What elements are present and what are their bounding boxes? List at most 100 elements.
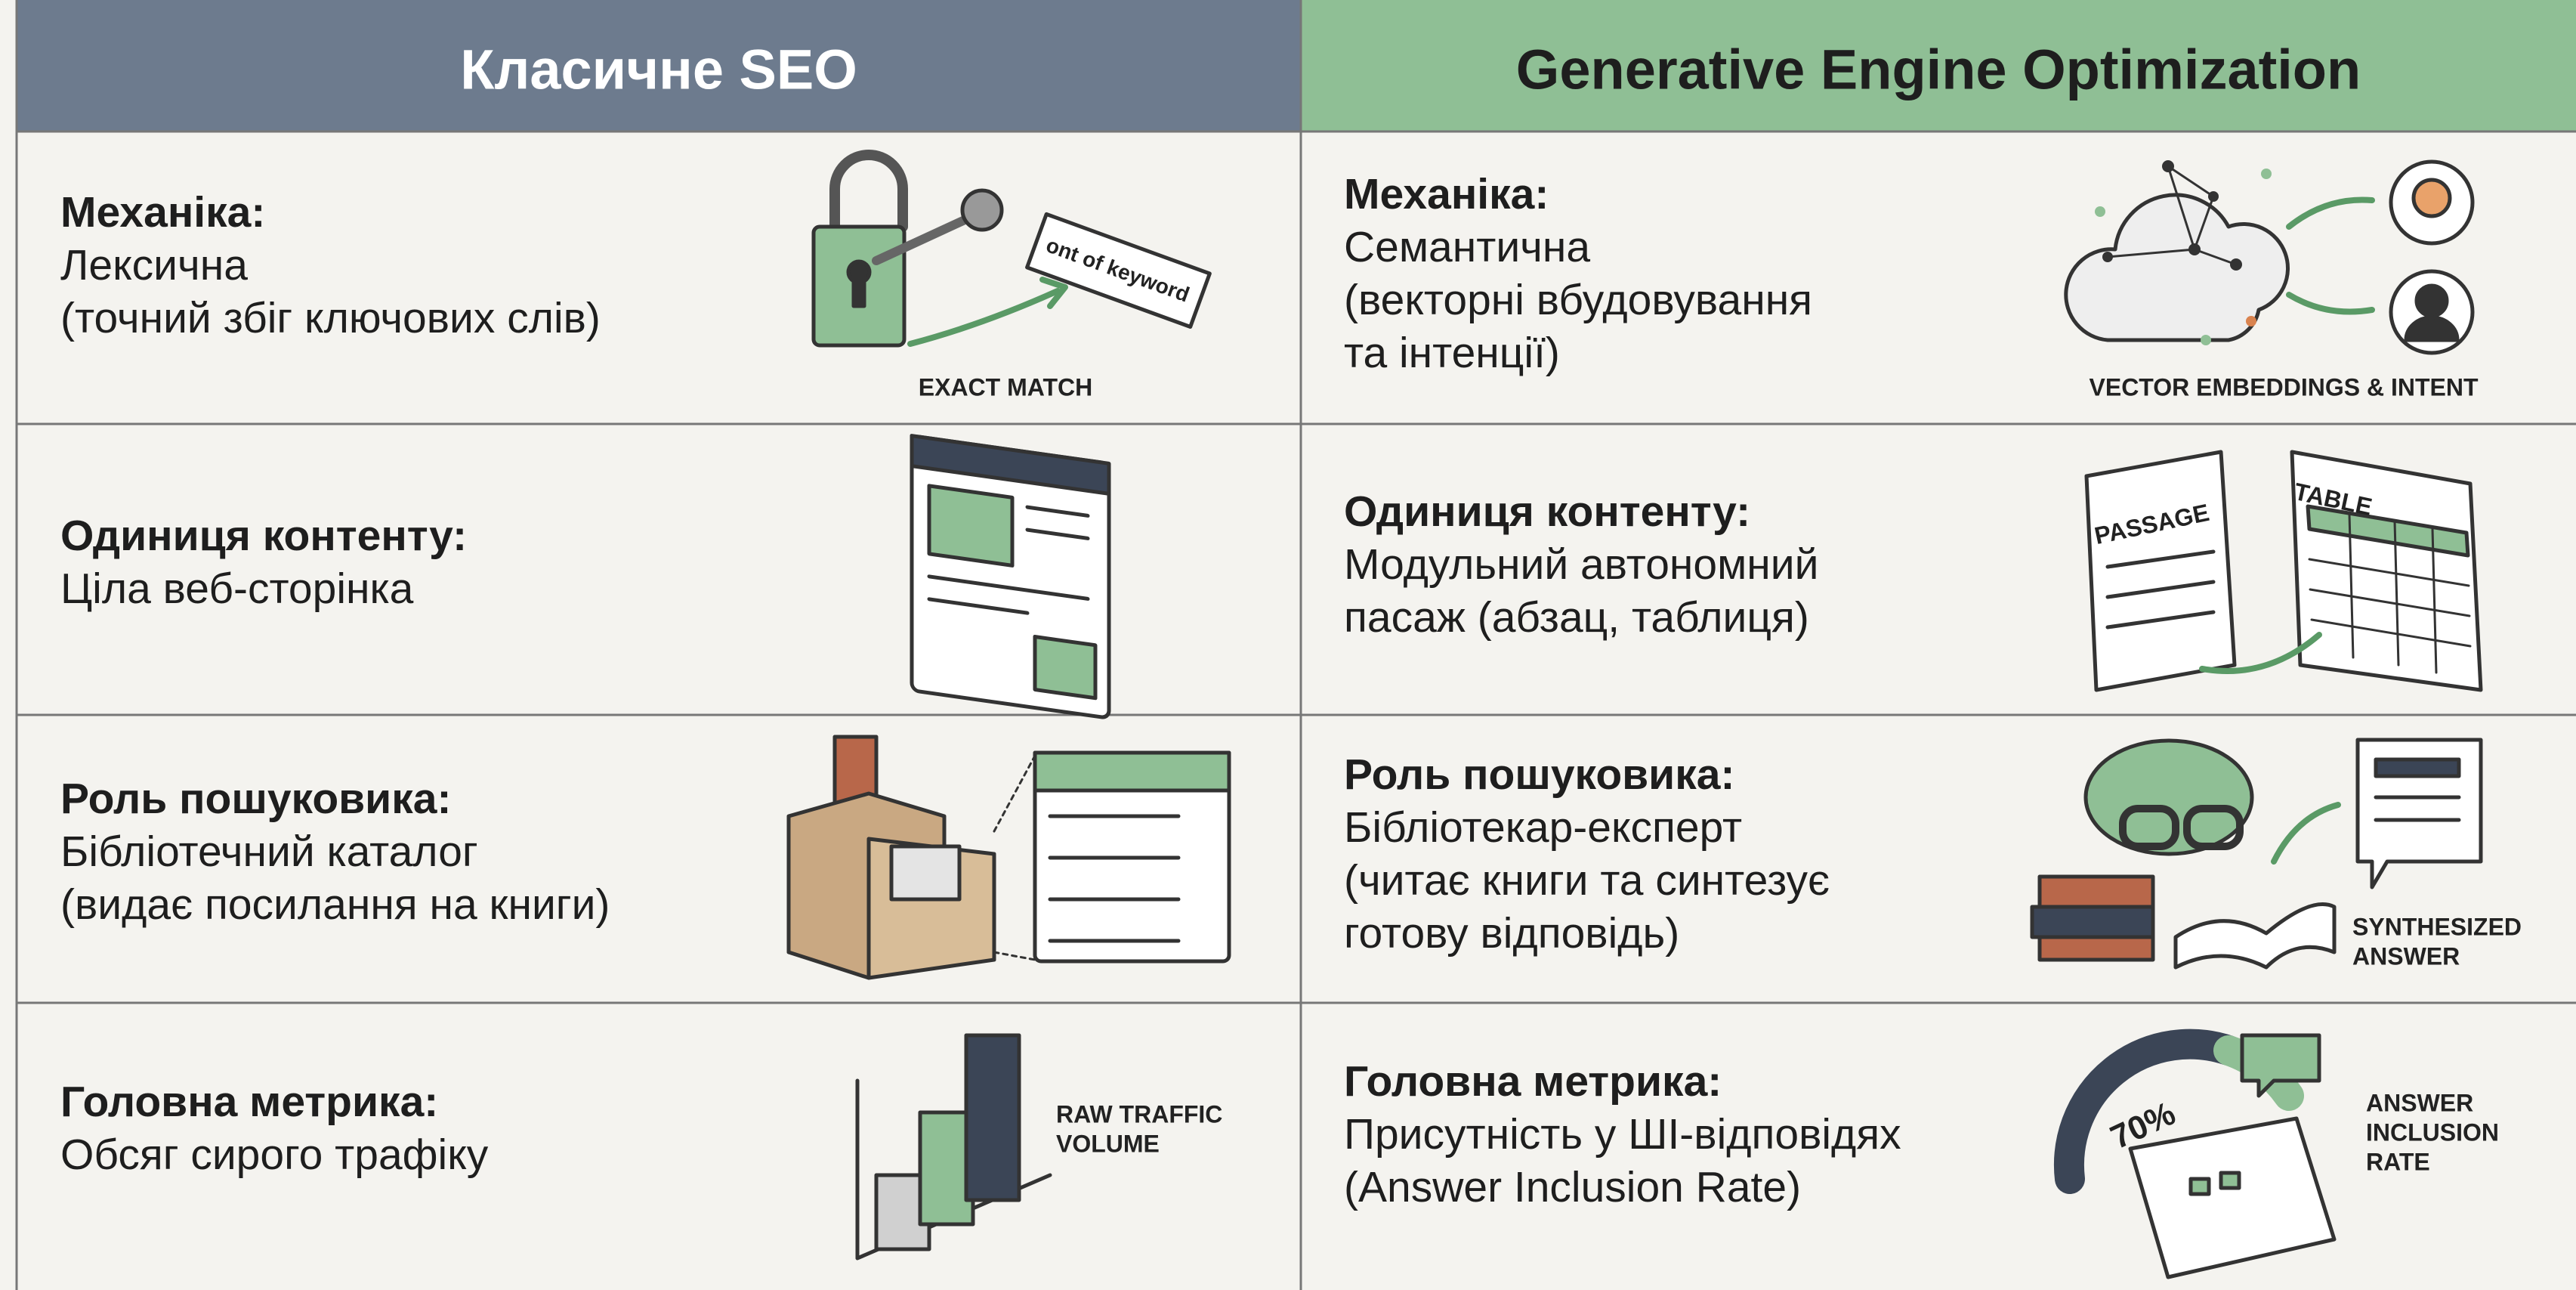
icon-librarian-part — [2119, 805, 2179, 850]
cell-label: Механіка: — [1344, 170, 1549, 218]
icon-passage-table-part — [2105, 580, 2216, 599]
icon-gauge-part — [2219, 1171, 2241, 1190]
icon-cloud-network-part — [2246, 316, 2256, 326]
icon-bar-chart-part — [964, 1033, 1021, 1202]
icon-browser-part-part — [927, 597, 1030, 615]
icon-librarian-part — [2037, 935, 2155, 962]
icon-caption: VECTOR EMBEDDINGS & INTENT — [2090, 373, 2479, 401]
icon-caption: VOLUME — [1056, 1130, 1160, 1157]
icon-cloud-network-part-part — [2261, 169, 2272, 179]
icon-lock-key — [811, 150, 1212, 348]
icon-cloud-network — [2064, 159, 2475, 355]
icon-caption: INCLUSION — [2366, 1118, 2499, 1146]
cell-text: Ціла веб-сторінка — [60, 565, 414, 613]
header-left-bg — [17, 0, 1301, 131]
icon-cloud-network-part-part — [2201, 335, 2211, 345]
icon-browser — [910, 434, 1111, 719]
icon-cloud-network-part — [2286, 292, 2375, 315]
cell-text: Бібліотекар-експерт — [1344, 803, 1742, 852]
cell-text: (читає книги та синтезує — [1344, 856, 1830, 905]
icon-passage-table-part — [2306, 504, 2470, 558]
icon-lock-key-part-part — [1025, 212, 1212, 329]
cell-text: готову відповідь) — [1344, 909, 1679, 957]
icon-gauge-part — [2053, 1029, 2244, 1194]
cell-label: Одиниця контенту: — [60, 512, 467, 560]
cell-label: Роль пошуковика: — [60, 775, 451, 823]
icon-card-catalog-part — [889, 844, 962, 902]
icon-librarian-part — [2030, 905, 2155, 939]
icon-caption: ANSWER — [2366, 1089, 2473, 1116]
icon-cloud-network-part — [2095, 169, 2272, 345]
icon-browser-part-part — [927, 574, 1090, 601]
icon-caption: RAW TRAFFIC — [1056, 1100, 1222, 1128]
icon-browser-part-part — [1025, 527, 1090, 540]
cell-label: Головна метрика: — [60, 1078, 438, 1126]
icon-librarian-part — [2173, 902, 2337, 970]
icon-librarian — [2030, 738, 2483, 970]
icon-browser-part-part — [1033, 635, 1098, 701]
icon-cloud-network-part — [2411, 178, 2452, 218]
icon-passage-table-part — [2308, 512, 2472, 674]
icon-lock-key-part — [1039, 277, 1068, 309]
icon-cloud-network-part — [2064, 193, 2290, 342]
icon-card-catalog-part — [1033, 750, 1231, 793]
icon-lock-key-part — [872, 211, 979, 265]
icon-cloud-network-part — [2106, 165, 2238, 266]
cell-text: (векторні вбудовування — [1344, 276, 1812, 324]
icon-lock-key-part — [960, 188, 1004, 232]
cell-text: (видає посилання на книги) — [60, 880, 610, 929]
icon-caption: ANSWER — [2352, 942, 2460, 970]
icon-gauge-part — [2240, 1033, 2321, 1098]
icon-browser-part-part — [910, 434, 1111, 496]
cell-text: Бібліотечний каталог — [60, 828, 478, 876]
icon-caption: SYNTHESIZED — [2352, 913, 2522, 940]
icon-librarian-part — [2271, 802, 2341, 865]
cell-text: Модульний автономний — [1344, 540, 1818, 589]
cell-label: Роль пошуковика: — [1344, 750, 1734, 799]
icon-passage-table — [2084, 450, 2483, 692]
icon-librarian-part — [2374, 757, 2461, 778]
icon-passage-table-part — [2199, 632, 2322, 674]
icon-browser-part — [910, 434, 1111, 701]
icon-passage-table-part — [2084, 450, 2237, 692]
grid — [15, 0, 2576, 1290]
header-right: Generative Engine Optimization — [1516, 39, 2361, 101]
icon-lock-key-part — [1025, 212, 1212, 329]
cell-text: та інтенції) — [1344, 329, 1560, 377]
icon-card-catalog — [786, 735, 1231, 980]
icon-gauge-part — [2188, 1177, 2211, 1196]
icon-lock-key-part — [907, 288, 1061, 347]
icon-gauge-part — [2128, 1116, 2337, 1279]
cell-text: (точний збіг ключових слів) — [60, 294, 601, 342]
icon-browser-part-part — [1025, 505, 1090, 518]
icon-card-catalog-part — [993, 754, 1036, 961]
icon-cloud-network-part — [2414, 283, 2449, 318]
icon-passage-table-part — [2105, 549, 2216, 569]
header-left: Класичне SEO — [460, 39, 857, 101]
icon-librarian-part — [2183, 805, 2244, 850]
icon-cloud-network-part — [2286, 196, 2375, 230]
cell-text: Присутність у ШІ-відповідях — [1344, 1110, 1901, 1159]
icon-gauge — [2053, 1029, 2337, 1279]
cell-text: Семантична — [1344, 223, 1590, 271]
cell-label: Механіка: — [60, 188, 265, 237]
icon-librarian-part — [2083, 738, 2254, 856]
icon-caption: EXACT MATCH — [919, 373, 1093, 401]
icon-caption: RATE — [2366, 1148, 2430, 1175]
cell-text: Лексична — [60, 241, 248, 289]
cell-text: (Answer Inclusion Rate) — [1344, 1163, 1801, 1211]
icon-bar-chart — [855, 1033, 1052, 1261]
icon-librarian-part — [2037, 874, 2155, 909]
cell-label: Одиниця контенту: — [1344, 487, 1750, 536]
icon-lock-key-part — [851, 274, 866, 308]
icon-cloud-network-part-part — [2095, 206, 2105, 217]
icon-lock-key-part — [829, 150, 908, 232]
cell-text: пасаж (абзац, таблиця) — [1344, 593, 1809, 642]
icon-cloud-network-part — [2404, 315, 2460, 342]
cell-label: Головна метрика: — [1344, 1057, 1722, 1106]
cell-text: Обсяг сирого трафіку — [60, 1131, 489, 1179]
header-right-bg — [1301, 0, 2576, 131]
icon-browser-part-part — [927, 484, 1015, 568]
